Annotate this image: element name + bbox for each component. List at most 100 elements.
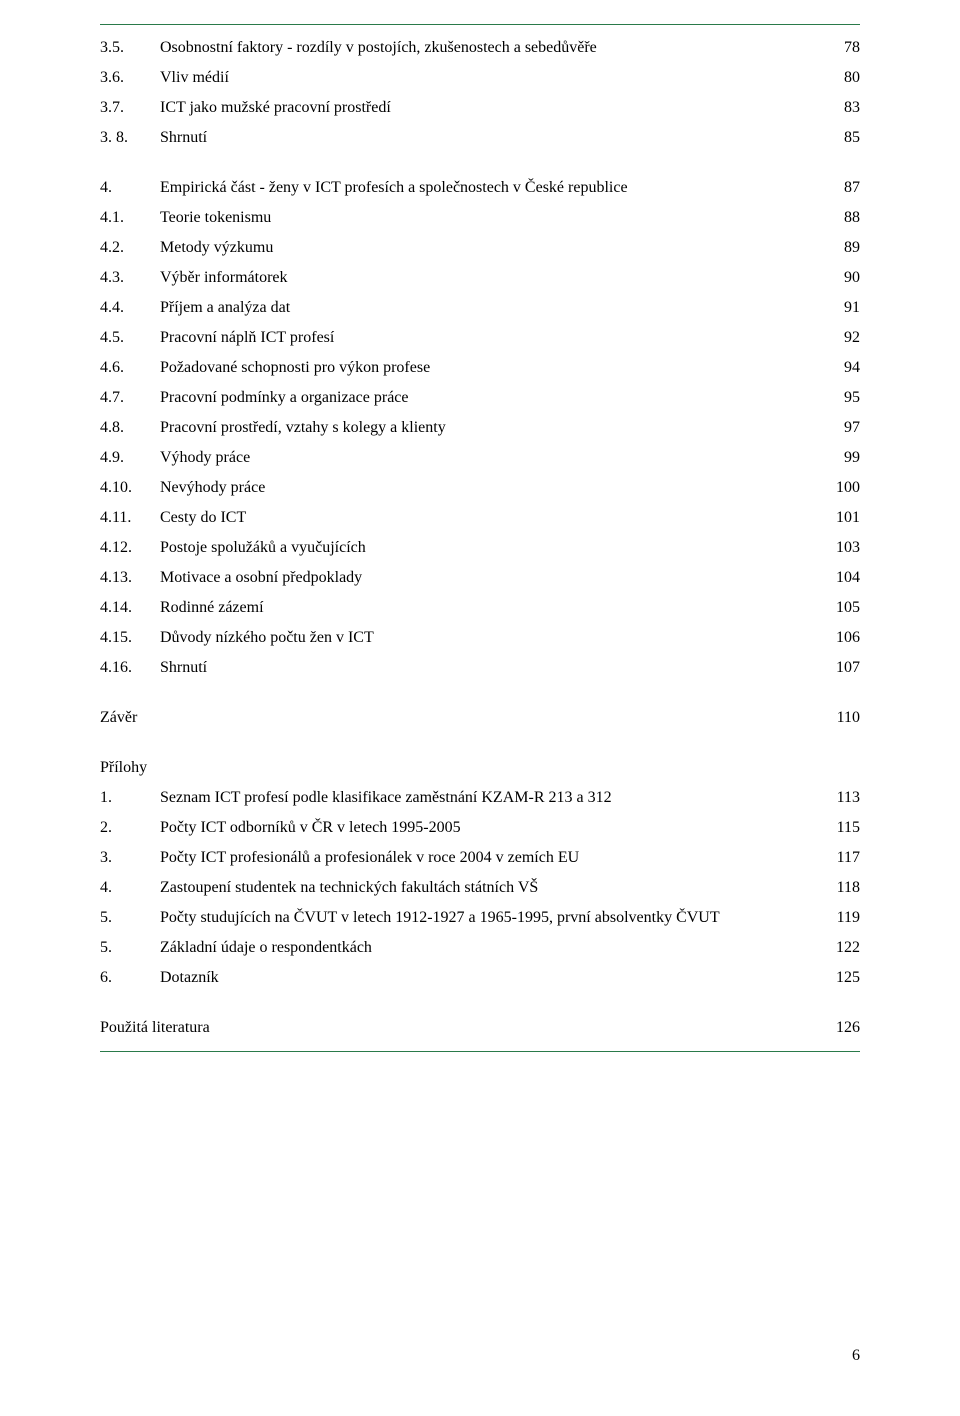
toc-num: 4.5. bbox=[100, 326, 160, 350]
page-number: 6 bbox=[852, 1344, 860, 1368]
toc-row: 4.9. Výhody práce 99 bbox=[100, 443, 860, 473]
toc-row: 5. Počty studujících na ČVUT v letech 19… bbox=[100, 903, 860, 933]
toc-row: 4.6. Požadované schopnosti pro výkon pro… bbox=[100, 353, 860, 383]
toc-num: 3.7. bbox=[100, 96, 160, 120]
toc-page: 117 bbox=[810, 846, 860, 870]
toc-row: 3. 8. Shrnutí 85 bbox=[100, 123, 860, 153]
toc-row: 3.5. Osobnostní faktory - rozdíly v post… bbox=[100, 33, 860, 63]
toc-title: Pracovní náplň ICT profesí bbox=[160, 326, 810, 350]
toc-num: 2. bbox=[100, 816, 160, 840]
toc-title: Zastoupení studentek na technických faku… bbox=[160, 876, 810, 900]
toc-row: 4.16. Shrnutí 107 bbox=[100, 653, 860, 683]
toc-title: Empirická část - ženy v ICT profesích a … bbox=[160, 176, 810, 200]
toc-page: 99 bbox=[810, 446, 860, 470]
toc-page: 100 bbox=[810, 476, 860, 500]
toc-header-row: Přílohy bbox=[100, 753, 860, 783]
toc-title: Použitá literatura bbox=[100, 1016, 810, 1040]
toc-row: 6. Dotazník 125 bbox=[100, 963, 860, 993]
toc-num: 4.14. bbox=[100, 596, 160, 620]
toc-title: Důvody nízkého počtu žen v ICT bbox=[160, 626, 810, 650]
toc-row: 4.7. Pracovní podmínky a organizace prác… bbox=[100, 383, 860, 413]
toc-row: 4.4. Příjem a analýza dat 91 bbox=[100, 293, 860, 323]
toc-num: 3. bbox=[100, 846, 160, 870]
toc-page: 115 bbox=[810, 816, 860, 840]
toc-page: 106 bbox=[810, 626, 860, 650]
toc-title: Motivace a osobní předpoklady bbox=[160, 566, 810, 590]
toc-title: Pracovní podmínky a organizace práce bbox=[160, 386, 810, 410]
toc-num: 4. bbox=[100, 176, 160, 200]
toc-num: 4.8. bbox=[100, 416, 160, 440]
toc-row: 4.2. Metody výzkumu 89 bbox=[100, 233, 860, 263]
toc-page: 113 bbox=[810, 786, 860, 810]
toc-row: 4.5. Pracovní náplň ICT profesí 92 bbox=[100, 323, 860, 353]
toc-num: 4.3. bbox=[100, 266, 160, 290]
toc-page: 94 bbox=[810, 356, 860, 380]
toc-page: 95 bbox=[810, 386, 860, 410]
toc-title: Postoje spolužáků a vyučujících bbox=[160, 536, 810, 560]
toc-num: 4.11. bbox=[100, 506, 160, 530]
toc-row: Závěr 110 bbox=[100, 703, 860, 733]
toc-page: 92 bbox=[810, 326, 860, 350]
toc-row: 4.1. Teorie tokenismu 88 bbox=[100, 203, 860, 233]
toc-title: Výběr informátorek bbox=[160, 266, 810, 290]
toc-section-2: Závěr 110 bbox=[100, 703, 860, 733]
toc-header: Přílohy bbox=[100, 756, 147, 780]
toc-num: 4.13. bbox=[100, 566, 160, 590]
toc-section-1: 4. Empirická část - ženy v ICT profesích… bbox=[100, 173, 860, 683]
toc-title: Počty studujících na ČVUT v letech 1912-… bbox=[160, 906, 810, 930]
toc-title: Příjem a analýza dat bbox=[160, 296, 810, 320]
toc-page: 91 bbox=[810, 296, 860, 320]
toc-row: 3.7. ICT jako mužské pracovní prostředí … bbox=[100, 93, 860, 123]
toc-row: 4.3. Výběr informátorek 90 bbox=[100, 263, 860, 293]
toc-num: Závěr bbox=[100, 706, 137, 730]
toc-title: Osobnostní faktory - rozdíly v postojích… bbox=[160, 36, 810, 60]
toc-page: 87 bbox=[810, 176, 860, 200]
toc-title: Shrnutí bbox=[160, 126, 810, 150]
toc-num: 4.9. bbox=[100, 446, 160, 470]
bottom-rule bbox=[100, 1051, 860, 1052]
toc-row: 3.6. Vliv médií 80 bbox=[100, 63, 860, 93]
toc-section-3: Přílohy 1. Seznam ICT profesí podle klas… bbox=[100, 753, 860, 993]
toc-num: 4.7. bbox=[100, 386, 160, 410]
toc-num: 5. bbox=[100, 906, 160, 930]
toc-page: 107 bbox=[810, 656, 860, 680]
top-rule bbox=[100, 24, 860, 25]
toc-num: 4.12. bbox=[100, 536, 160, 560]
toc-page: 90 bbox=[810, 266, 860, 290]
toc-row: 4.14. Rodinné zázemí 105 bbox=[100, 593, 860, 623]
toc-title: Cesty do ICT bbox=[160, 506, 810, 530]
toc-row: 1. Seznam ICT profesí podle klasifikace … bbox=[100, 783, 860, 813]
toc-page: 126 bbox=[810, 1016, 860, 1040]
toc-row: 4.12. Postoje spolužáků a vyučujících 10… bbox=[100, 533, 860, 563]
toc-num: 4.16. bbox=[100, 656, 160, 680]
toc-title bbox=[147, 756, 810, 780]
toc-page: 88 bbox=[810, 206, 860, 230]
toc-num: 4.1. bbox=[100, 206, 160, 230]
toc-page: 122 bbox=[810, 936, 860, 960]
toc-title: Požadované schopnosti pro výkon profese bbox=[160, 356, 810, 380]
toc-title: ICT jako mužské pracovní prostředí bbox=[160, 96, 810, 120]
toc-num: 3.5. bbox=[100, 36, 160, 60]
toc-row: 2. Počty ICT odborníků v ČR v letech 199… bbox=[100, 813, 860, 843]
toc-page: 118 bbox=[810, 876, 860, 900]
toc-page: 85 bbox=[810, 126, 860, 150]
toc-page: 80 bbox=[810, 66, 860, 90]
toc-title: Nevýhody práce bbox=[160, 476, 810, 500]
toc-row: 4. Empirická část - ženy v ICT profesích… bbox=[100, 173, 860, 203]
toc-row: 4.15. Důvody nízkého počtu žen v ICT 106 bbox=[100, 623, 860, 653]
toc-title: Počty ICT odborníků v ČR v letech 1995-2… bbox=[160, 816, 810, 840]
toc-row: 4.13. Motivace a osobní předpoklady 104 bbox=[100, 563, 860, 593]
toc-page bbox=[810, 756, 860, 780]
toc-row: 4.10. Nevýhody práce 100 bbox=[100, 473, 860, 503]
toc-num: 3. 8. bbox=[100, 126, 160, 150]
toc-page: 105 bbox=[810, 596, 860, 620]
toc-title: Teorie tokenismu bbox=[160, 206, 810, 230]
toc-num: 4.2. bbox=[100, 236, 160, 260]
toc-row: 4.8. Pracovní prostředí, vztahy s kolegy… bbox=[100, 413, 860, 443]
toc-row: 5. Základní údaje o respondentkách 122 bbox=[100, 933, 860, 963]
toc-row: Použitá literatura 126 bbox=[100, 1013, 860, 1043]
toc-title: Výhody práce bbox=[160, 446, 810, 470]
toc-page: 110 bbox=[810, 706, 860, 730]
toc-num: 4. bbox=[100, 876, 160, 900]
toc-num: 5. bbox=[100, 936, 160, 960]
